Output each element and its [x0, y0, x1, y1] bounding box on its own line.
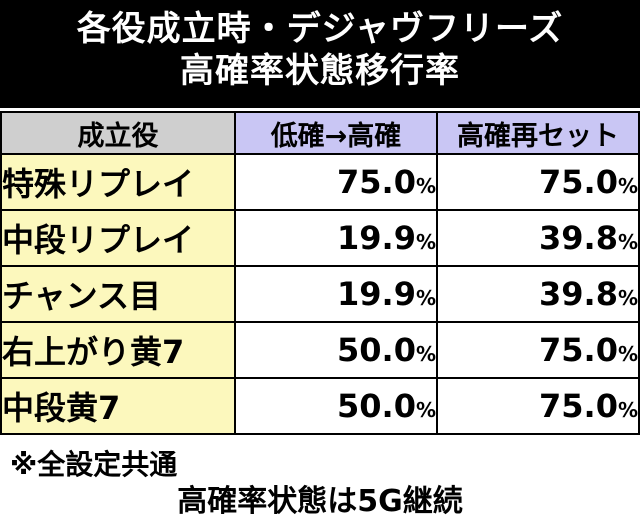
value: 75.0: [539, 387, 618, 425]
value: 75.0: [539, 331, 618, 369]
table-row: チャンス目 19.9% 39.8%: [0, 265, 640, 323]
role-cell: 右上がり黄7: [0, 321, 236, 379]
low-to-high-cell: 50.0%: [234, 321, 438, 379]
percent-unit: %: [415, 286, 436, 310]
role-cell: 中段黄7: [0, 377, 236, 435]
title-banner: 各役成立時・デジャヴフリーズ 高確率状態移行率: [0, 0, 640, 108]
footer-duration-note: 高確率状態は5G継続: [177, 484, 463, 519]
value: 19.9: [337, 219, 416, 257]
value: 19.9: [337, 275, 416, 313]
low-to-high-cell: 19.9%: [234, 209, 438, 267]
value: 50.0: [337, 331, 416, 369]
high-reset-cell: 75.0%: [436, 321, 640, 379]
role-cell: チャンス目: [0, 265, 236, 323]
high-reset-cell: 39.8%: [436, 265, 640, 323]
percent-unit: %: [415, 230, 436, 254]
percent-unit: %: [617, 174, 638, 198]
percent-unit: %: [415, 342, 436, 366]
header-high-reset: 高確再セット: [436, 111, 640, 155]
note-all-settings: ※全設定共通: [10, 448, 178, 481]
table-row: 右上がり黄7 50.0% 75.0%: [0, 321, 640, 379]
low-to-high-cell: 75.0%: [234, 153, 438, 211]
header-low-to-high: 低確→高確: [234, 111, 438, 155]
value: 50.0: [337, 387, 416, 425]
percent-unit: %: [617, 230, 638, 254]
value: 75.0: [539, 163, 618, 201]
percent-unit: %: [617, 286, 638, 310]
table-row: 中段リプレイ 19.9% 39.8%: [0, 209, 640, 267]
high-reset-cell: 75.0%: [436, 153, 640, 211]
header-role: 成立役: [0, 111, 236, 155]
transition-rate-table: 成立役 低確→高確 高確再セット 特殊リプレイ 75.0% 75.0% 中段リプ…: [0, 111, 640, 435]
low-to-high-cell: 19.9%: [234, 265, 438, 323]
percent-unit: %: [415, 174, 436, 198]
table-header-row: 成立役 低確→高確 高確再セット: [0, 111, 640, 155]
title-line-1: 各役成立時・デジャヴフリーズ: [76, 9, 564, 49]
high-reset-cell: 39.8%: [436, 209, 640, 267]
role-cell: 特殊リプレイ: [0, 153, 236, 211]
percent-unit: %: [617, 398, 638, 422]
low-to-high-cell: 50.0%: [234, 377, 438, 435]
percent-unit: %: [617, 342, 638, 366]
table-row: 特殊リプレイ 75.0% 75.0%: [0, 153, 640, 211]
value: 39.8: [539, 275, 618, 313]
percent-unit: %: [415, 398, 436, 422]
high-reset-cell: 75.0%: [436, 377, 640, 435]
title-line-2: 高確率状態移行率: [180, 51, 460, 91]
value: 75.0: [337, 163, 416, 201]
table-row: 中段黄7 50.0% 75.0%: [0, 377, 640, 435]
value: 39.8: [539, 219, 618, 257]
role-cell: 中段リプレイ: [0, 209, 236, 267]
